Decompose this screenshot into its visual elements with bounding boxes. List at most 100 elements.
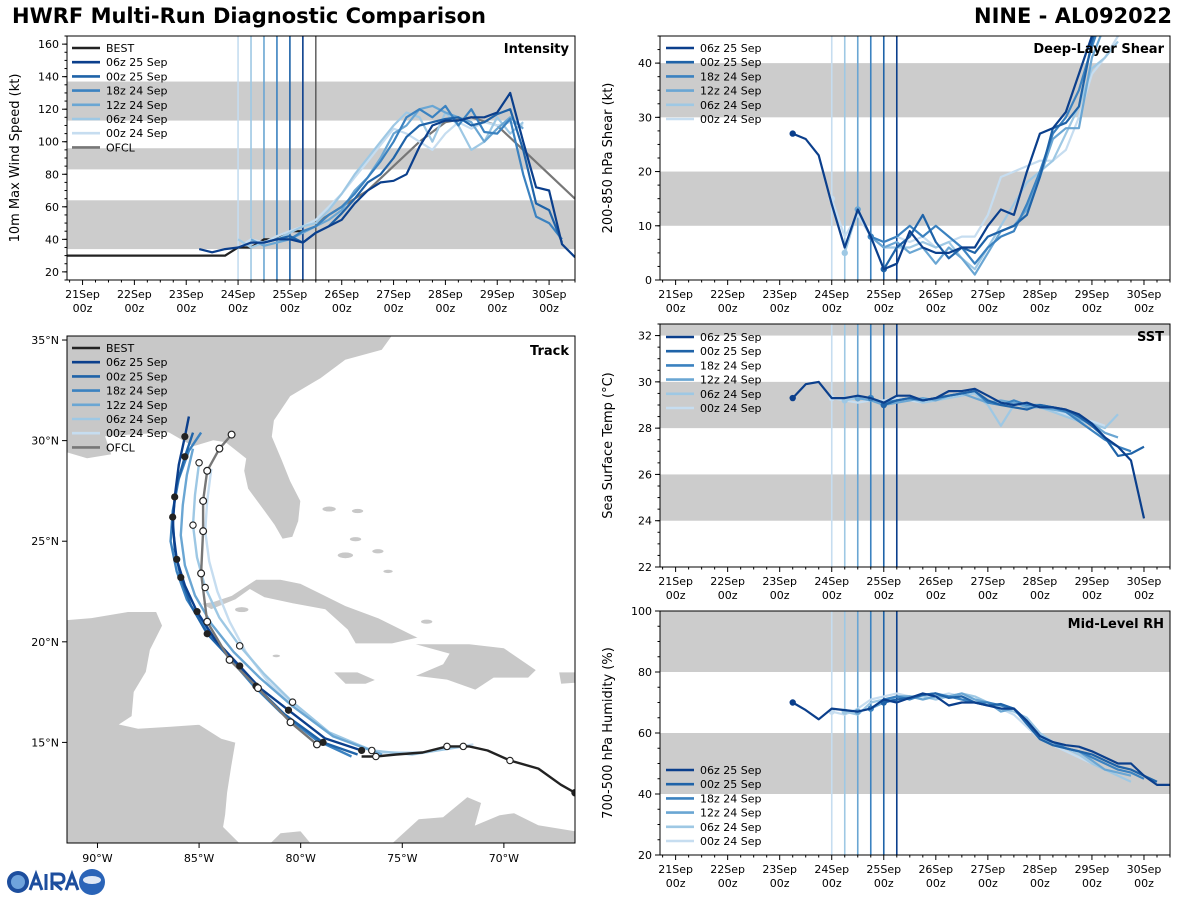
x-tick-label: 22Sep — [710, 575, 745, 588]
panel-title: SST — [1137, 330, 1164, 345]
track-run-marker — [169, 513, 177, 521]
track-ofcl-marker — [215, 444, 224, 453]
x-tick-hour-label: 00z — [124, 302, 144, 315]
run-line-3 — [856, 36, 1102, 276]
track-run-open-marker — [189, 521, 197, 529]
track-run-line-0 — [171, 416, 362, 752]
land-island — [349, 536, 362, 542]
x-tick-hour-label: 00z — [718, 877, 738, 890]
x-tick-hour-label: 00z — [1134, 589, 1154, 602]
x-tick-label: 27Sep — [970, 575, 1005, 588]
track-ofcl-marker — [199, 496, 208, 505]
x-tick-hour-label: 00z — [926, 302, 946, 315]
run-line-2 — [263, 104, 563, 244]
run-line-0 — [792, 692, 1170, 787]
logo-seal-bird-icon — [83, 876, 101, 884]
x-tick-hour-label: 00z — [1030, 877, 1050, 890]
y-tick-label: 20 — [45, 266, 59, 279]
land-island — [337, 551, 354, 559]
track-run-marker — [181, 432, 189, 441]
legend-label: 18z 24 Sep — [106, 385, 168, 398]
rh-panel: 2040608010021Sep00z22Sep00z23Sep00z24Sep… — [601, 605, 1171, 890]
legend-label: 06z 24 Sep — [700, 99, 762, 112]
x-tick-label: 22Sep — [117, 288, 152, 301]
track-ofcl-marker — [254, 684, 263, 693]
x-tick-label: 26Sep — [918, 863, 953, 876]
legend-label: 12z 24 Sep — [700, 807, 762, 820]
track-run-marker — [236, 662, 244, 670]
y-tick-label: 24 — [638, 515, 652, 528]
run-line-1 — [882, 36, 1095, 270]
x-tick-label: 22Sep — [710, 288, 745, 301]
track-run-open-marker — [288, 698, 297, 706]
lat-tick-label: 15°N — [31, 736, 59, 749]
x-tick-label: 24Sep — [814, 863, 849, 876]
x-tick-hour-label: 00z — [1030, 302, 1050, 315]
storm-id-title: NINE - AL092022 — [974, 4, 1172, 28]
x-tick-label: 28Sep — [428, 288, 463, 301]
legend-label: 00z 24 Sep — [106, 427, 168, 440]
intensity-panel: 2040608010012014016021Sep00z22Sep00z23Se… — [8, 35, 576, 315]
track-run-marker — [181, 453, 189, 461]
run-line-0 — [791, 380, 1146, 519]
track-best-marker — [443, 742, 451, 751]
x-tick-hour-label: 00z — [332, 302, 352, 315]
legend-label: 18z 24 Sep — [700, 792, 762, 805]
x-tick-label: 21Sep — [65, 288, 100, 301]
x-tick-hour-label: 00z — [822, 302, 842, 315]
x-tick-label: 24Sep — [814, 575, 849, 588]
track-run-marker — [173, 555, 181, 563]
track-ofcl-marker — [199, 527, 208, 536]
legend-label: 06z 24 Sep — [700, 388, 762, 401]
legend-label: 18z 24 Sep — [700, 359, 762, 372]
run-line-0 — [198, 91, 575, 258]
legend-label: 00z 24 Sep — [700, 835, 762, 848]
x-tick-label: 26Sep — [918, 575, 953, 588]
run-start-marker-4 — [841, 249, 848, 257]
track-run-open-marker — [195, 458, 203, 467]
legend-label: 06z 25 Sep — [106, 56, 168, 69]
track-ofcl-marker — [225, 655, 234, 664]
x-tick-hour-label: 00z — [666, 877, 686, 890]
legend-label: 06z 25 Sep — [700, 331, 762, 344]
legend-label: 00z 24 Sep — [106, 127, 168, 140]
track-ofcl-marker — [203, 466, 212, 475]
y-tick-label: 100 — [38, 136, 59, 149]
y-tick-label: 100 — [631, 605, 652, 618]
track-best-line — [361, 745, 575, 794]
x-tick-label: 27Sep — [970, 863, 1005, 876]
threshold-band — [660, 733, 1170, 794]
track-run-open-marker — [368, 746, 376, 755]
y-tick-label: 140 — [38, 71, 59, 84]
x-tick-hour-label: 00z — [1082, 302, 1102, 315]
lon-tick-label: 85°W — [184, 852, 214, 865]
legend-label: 00z 24 Sep — [700, 113, 762, 126]
track-run-marker — [358, 746, 366, 755]
run-line-5 — [237, 121, 524, 249]
x-tick-hour-label: 00z — [539, 302, 559, 315]
x-tick-label: 23Sep — [762, 863, 797, 876]
land-island — [382, 569, 394, 574]
x-tick-hour-label: 00z — [770, 302, 790, 315]
shear-panel: 01020304021Sep00z22Sep00z23Sep00z24Sep00… — [601, 35, 1171, 315]
x-tick-hour-label: 00z — [1134, 302, 1154, 315]
legend-label: 06z 25 Sep — [700, 764, 762, 777]
panel-title: Intensity — [504, 42, 570, 57]
x-tick-hour-label: 00z — [1030, 589, 1050, 602]
track-run-open-marker — [459, 742, 467, 751]
x-tick-label: 22Sep — [710, 863, 745, 876]
lon-tick-label: 70°W — [489, 852, 519, 865]
y-tick-label: 20 — [638, 849, 652, 862]
threshold-band — [660, 324, 1170, 336]
x-tick-hour-label: 00z — [822, 877, 842, 890]
x-tick-label: 23Sep — [762, 575, 797, 588]
legend-label: 00z 25 Sep — [106, 370, 168, 383]
legend-label: 00z 25 Sep — [700, 56, 762, 69]
x-tick-hour-label: 00z — [666, 589, 686, 602]
x-tick-hour-label: 00z — [874, 877, 894, 890]
y-tick-label: 30 — [638, 376, 652, 389]
x-tick-label: 21Sep — [658, 288, 693, 301]
land-central-america — [67, 611, 241, 843]
x-tick-label: 27Sep — [970, 288, 1005, 301]
